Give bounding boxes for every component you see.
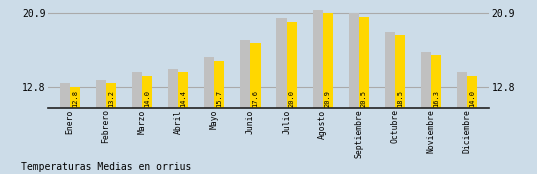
Bar — [457, 72, 467, 108]
Text: 14.4: 14.4 — [180, 89, 186, 106]
Bar — [421, 52, 431, 108]
Text: 12.8: 12.8 — [72, 89, 78, 106]
Bar — [60, 83, 70, 108]
Bar — [142, 76, 153, 108]
Text: 20.5: 20.5 — [361, 89, 367, 106]
Text: 17.6: 17.6 — [252, 89, 258, 106]
Bar — [132, 72, 142, 108]
Bar — [96, 80, 106, 108]
Bar — [287, 22, 296, 108]
Text: 16.3: 16.3 — [433, 89, 439, 106]
Bar — [313, 10, 323, 108]
Bar — [106, 83, 116, 108]
Text: 13.2: 13.2 — [108, 89, 114, 106]
Text: 14.0: 14.0 — [469, 89, 475, 106]
Bar — [384, 31, 395, 108]
Bar — [168, 69, 178, 108]
Bar — [241, 40, 250, 108]
Bar — [359, 17, 369, 108]
Text: Temperaturas Medias en orrius: Temperaturas Medias en orrius — [21, 162, 192, 172]
Bar — [214, 61, 224, 108]
Bar — [323, 13, 333, 108]
Bar — [178, 72, 188, 108]
Bar — [277, 18, 287, 108]
Bar — [431, 55, 441, 108]
Text: 18.5: 18.5 — [397, 89, 403, 106]
Bar — [395, 35, 405, 108]
Text: 14.0: 14.0 — [144, 89, 150, 106]
Text: 20.9: 20.9 — [325, 89, 331, 106]
Text: 20.0: 20.0 — [288, 89, 295, 106]
Bar — [70, 87, 80, 108]
Text: 15.7: 15.7 — [216, 89, 222, 106]
Bar — [204, 57, 214, 108]
Bar — [467, 76, 477, 108]
Bar — [250, 43, 260, 108]
Bar — [349, 13, 359, 108]
